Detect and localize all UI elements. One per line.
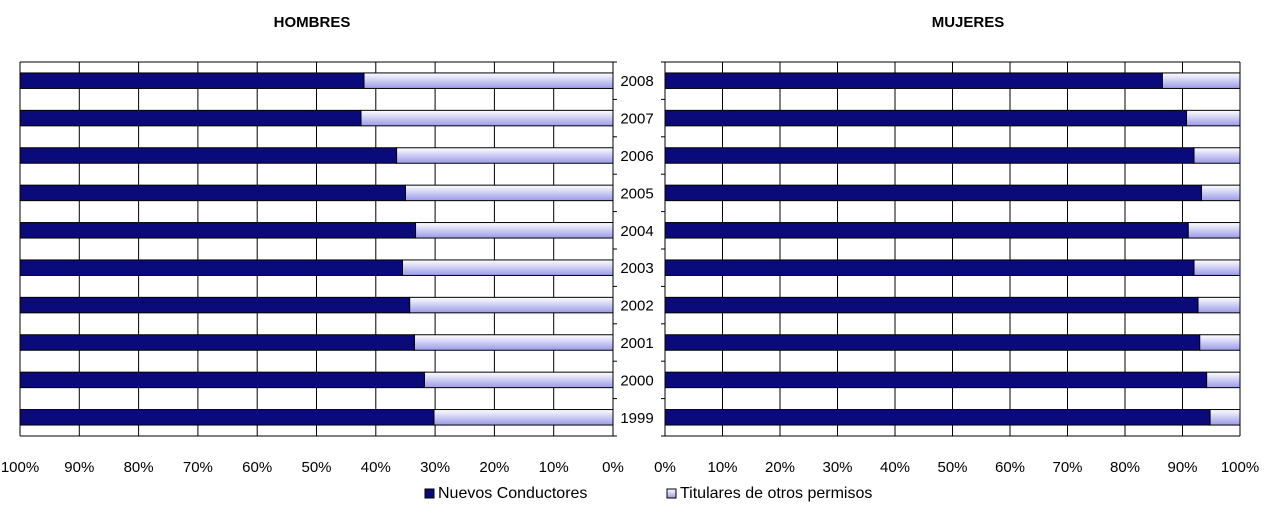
bar-nuevos-conductores-2007: [664, 109, 1188, 127]
bar-titulares-2002: [409, 296, 614, 314]
x-tick-label: 100%: [1221, 459, 1259, 476]
x-tick-label: 30%: [420, 459, 450, 476]
x-tick-label: 60%: [995, 459, 1025, 476]
bar-titulares-1999: [433, 409, 614, 426]
bar-nuevos-conductores-2006: [664, 147, 1195, 164]
bar-nuevos-conductores-2004: [19, 222, 417, 239]
x-tick-label: 70%: [1052, 459, 1082, 476]
x-tick-label: 40%: [361, 459, 391, 476]
legend-label-titulares: Titulares de otros permisos: [680, 485, 872, 502]
x-tick-label: 70%: [183, 459, 213, 476]
bar-nuevos-conductores-2002: [664, 296, 1199, 314]
x-tick-label: 40%: [880, 459, 910, 476]
x-tick-label: 60%: [242, 459, 272, 476]
bar-nuevos-conductores-2006: [19, 147, 398, 164]
bar-titulares-2001: [413, 334, 614, 351]
x-tick-label: 50%: [937, 459, 967, 476]
bar-titulares-2008: [1161, 72, 1241, 89]
x-tick-label: 10%: [539, 459, 569, 476]
x-tick-label: 0%: [602, 459, 624, 476]
x-tick-label: 90%: [64, 459, 94, 476]
category-label-2002: 2002: [620, 298, 653, 315]
bar-titulares-2007: [1186, 109, 1241, 127]
category-label-2005: 2005: [620, 185, 653, 202]
year-labels: 2008 2007 2006 2005 2004 2003 2002 2001 2000 1999: [620, 73, 653, 427]
x-tick-label: 80%: [124, 459, 154, 476]
category-label-2004: 2004: [620, 223, 653, 240]
bar-nuevos-conductores-2001: [19, 334, 415, 351]
bar-titulares-2001: [1199, 334, 1241, 351]
bar-titulares-2003: [401, 259, 614, 276]
bar-titulares-2006: [1193, 147, 1241, 164]
chart-panel-mujeres: MUJERES 0% 10% 20% 30% 40% 50% 60% 70% 80% 90% 100%: [654, 14, 1259, 476]
bar-titulares-2000: [1206, 371, 1241, 389]
category-label-2000: 2000: [620, 372, 653, 389]
category-label-2007: 2007: [620, 111, 653, 128]
bar-titulares-2005: [1200, 184, 1241, 202]
category-label-1999: 1999: [620, 410, 653, 427]
bar-titulares-2002: [1197, 296, 1241, 314]
bar-nuevos-conductores-2001: [664, 334, 1201, 351]
bar-nuevos-conductores-2005: [664, 184, 1202, 202]
x-tick-label: 90%: [1167, 459, 1197, 476]
bar-nuevos-conductores-2008: [19, 72, 365, 89]
bar-titulares-2003: [1193, 259, 1241, 276]
bar-titulares-2007: [360, 109, 614, 127]
bar-nuevos-conductores-2008: [664, 72, 1163, 89]
bar-titulares-2008: [363, 72, 614, 89]
legend-swatch-nuevos-conductores: [424, 488, 435, 499]
category-label-2008: 2008: [620, 73, 653, 90]
chart-panel-hombres: HOMBRES 0% 10% 20% 30% 40% 50% 60% 70% 80% 90% 100%: [1, 14, 624, 476]
category-label-2003: 2003: [620, 260, 653, 277]
bar-nuevos-conductores-2007: [19, 109, 362, 127]
legend-label-nuevos-conductores: Nuevos Conductores: [438, 485, 587, 502]
category-label-2001: 2001: [620, 335, 653, 352]
x-tick-label: 10%: [707, 459, 737, 476]
bar-titulares-2006: [396, 147, 614, 164]
x-tick-label: 100%: [1, 459, 39, 476]
bar-nuevos-conductores-2002: [19, 296, 411, 314]
bar-nuevos-conductores-2000: [664, 371, 1208, 389]
chart-title: MUJERES: [932, 14, 1005, 31]
x-tick-label: 0%: [654, 459, 676, 476]
legend: Nuevos Conductores Titulares de otros pe…: [424, 485, 872, 502]
bar-nuevos-conductores-2003: [664, 259, 1195, 276]
x-tick-label: 20%: [765, 459, 795, 476]
category-label-2006: 2006: [620, 148, 653, 165]
bar-titulares-2004: [1187, 222, 1241, 239]
bar-titulares-1999: [1209, 409, 1241, 426]
bar-nuevos-conductores-1999: [19, 409, 435, 426]
chart-title: HOMBRES: [274, 14, 351, 31]
x-tick-label: 80%: [1110, 459, 1140, 476]
bar-nuevos-conductores-2003: [19, 259, 403, 276]
bar-titulares-2004: [415, 222, 614, 239]
legend-swatch-titulares: [666, 488, 677, 499]
bar-nuevos-conductores-1999: [664, 409, 1211, 426]
x-tick-label: 50%: [301, 459, 331, 476]
bar-titulares-2000: [423, 371, 614, 389]
bar-nuevos-conductores-2005: [19, 184, 406, 202]
bar-nuevos-conductores-2000: [19, 371, 425, 389]
x-tick-label: 20%: [479, 459, 509, 476]
bar-nuevos-conductores-2004: [664, 222, 1189, 239]
x-tick-label: 30%: [822, 459, 852, 476]
bar-titulares-2005: [404, 184, 614, 202]
